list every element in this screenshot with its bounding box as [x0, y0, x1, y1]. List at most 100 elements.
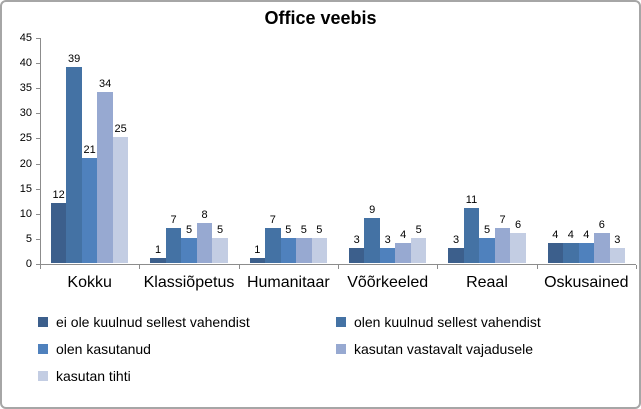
bar: [479, 237, 495, 263]
bar-value-label: 5: [483, 223, 491, 236]
bar: [547, 242, 564, 263]
legend-item: ei ole kuulnud sellest vahendist: [38, 314, 336, 330]
bar-value-label: 3: [614, 233, 621, 246]
bar: [463, 207, 480, 263]
bar: [348, 247, 365, 263]
bar: [66, 67, 82, 263]
x-axis-tick: [139, 265, 141, 269]
y-axis-tick: [36, 88, 40, 90]
x-axis-tick: [636, 265, 637, 269]
legend-item: kasutan tihti: [38, 368, 336, 384]
legend-item: olen kuulnud sellest vahendist: [336, 314, 614, 330]
chart-title: Office veebis: [264, 8, 377, 28]
y-axis-tick: [36, 138, 40, 140]
plot-area: 0 5 10 15 20 25 30 35 40 45 12 39 21 34 25 Kokku 1 7 5 8 5 K…: [20, 32, 637, 291]
y-axis-tick-label: 40: [19, 57, 32, 70]
bar: [212, 237, 228, 263]
bar: [112, 137, 129, 263]
y-axis-tick: [36, 38, 40, 39]
y-axis-tick-label: 0: [25, 258, 32, 270]
legend-item: olen kasutanud: [38, 341, 336, 357]
bar-value-label: 12: [52, 188, 65, 201]
bar: [594, 232, 610, 263]
bar: [265, 227, 281, 263]
x-axis-category-label: Humanitaar: [246, 274, 330, 291]
bar-value-label: 3: [353, 233, 360, 246]
y-axis-tick-label: 20: [19, 157, 32, 170]
legend-label: ei ole kuulnud sellest vahendist: [56, 314, 250, 330]
bar: [379, 247, 396, 263]
y-axis-tick: [36, 188, 40, 190]
bar: [410, 237, 427, 263]
bar-value-label: 5: [216, 223, 224, 236]
x-axis-tick: [40, 265, 41, 269]
legend-marker: [38, 371, 48, 381]
bar-value-label: 3: [452, 233, 460, 246]
bar-value-label: 8: [201, 208, 208, 221]
legend: ei ole kuulnud sellest vahendist olen kuu…: [38, 314, 614, 384]
bar-value-label: 25: [114, 123, 127, 136]
bar-value-label: 5: [316, 223, 323, 236]
y-axis-tick: [36, 213, 40, 215]
bar: [494, 227, 511, 263]
bar: [311, 237, 328, 263]
legend-label: olen kuulnud sellest vahendist: [354, 314, 541, 330]
bar: [181, 237, 197, 263]
bar: [280, 237, 297, 263]
bar: [196, 222, 213, 263]
x-axis-category-label: Võõrkeeled: [347, 274, 429, 291]
bar: [150, 257, 166, 263]
bar-value-label: 5: [300, 223, 307, 236]
bar-value-label: 1: [254, 243, 261, 256]
bar: [578, 242, 595, 263]
bar-value-label: 11: [465, 193, 478, 206]
bar: [364, 217, 380, 263]
bar-value-label: 34: [99, 78, 112, 91]
y-axis-tick: [36, 264, 40, 265]
bar-value-label: 4: [552, 228, 559, 241]
bar-value-label: 5: [415, 223, 422, 236]
y-axis-tick: [36, 238, 40, 240]
y-axis-tick-label: 5: [25, 232, 32, 245]
bar: [249, 257, 266, 263]
x-axis-tick: [338, 265, 339, 269]
bar-value-label: 7: [269, 213, 276, 226]
legend-label: olen kasutanud: [56, 341, 151, 357]
legend-label: kasutan tihti: [56, 368, 131, 384]
bar-value-label: 3: [384, 233, 391, 246]
legend-marker: [336, 344, 346, 354]
legend-item: kasutan vastavalt vajadusele: [336, 341, 614, 357]
bar-value-label: 1: [154, 243, 162, 256]
bar-value-label: 4: [400, 228, 407, 241]
x-axis-tick: [238, 265, 240, 269]
x-axis-category-label: Klassiõpetus: [143, 274, 235, 291]
x-axis-tick: [536, 265, 538, 269]
bar: [296, 237, 312, 263]
y-axis-tick-label: 25: [19, 132, 32, 145]
y-axis-tick: [36, 163, 40, 165]
bar: [50, 202, 67, 263]
bar-value-label: 6: [598, 218, 605, 231]
legend-label: kasutan vastavalt vajadusele: [354, 341, 533, 357]
y-axis-tick-label: 35: [19, 82, 32, 95]
bar: [165, 227, 182, 263]
y-axis-line: [40, 38, 41, 265]
x-axis-category-label: Reaal: [466, 274, 508, 291]
bar-value-label: 4: [567, 228, 574, 241]
x-axis-category-label: Oskusained: [544, 274, 629, 291]
bar: [81, 157, 98, 263]
bar-value-label: 6: [514, 218, 522, 231]
y-axis-tick-label: 45: [19, 32, 32, 44]
bar: [510, 232, 526, 263]
bar: [563, 242, 579, 263]
bar: [448, 247, 464, 263]
bar-value-label: 5: [285, 223, 292, 236]
y-axis-tick-label: 10: [19, 207, 32, 220]
y-axis-tick-label: 15: [19, 182, 32, 195]
x-axis-tick: [437, 265, 439, 269]
legend-marker: [336, 317, 346, 327]
y-axis-tick: [36, 63, 40, 65]
x-axis-category-label: Kokku: [67, 274, 112, 291]
x-axis-line: [40, 264, 636, 265]
